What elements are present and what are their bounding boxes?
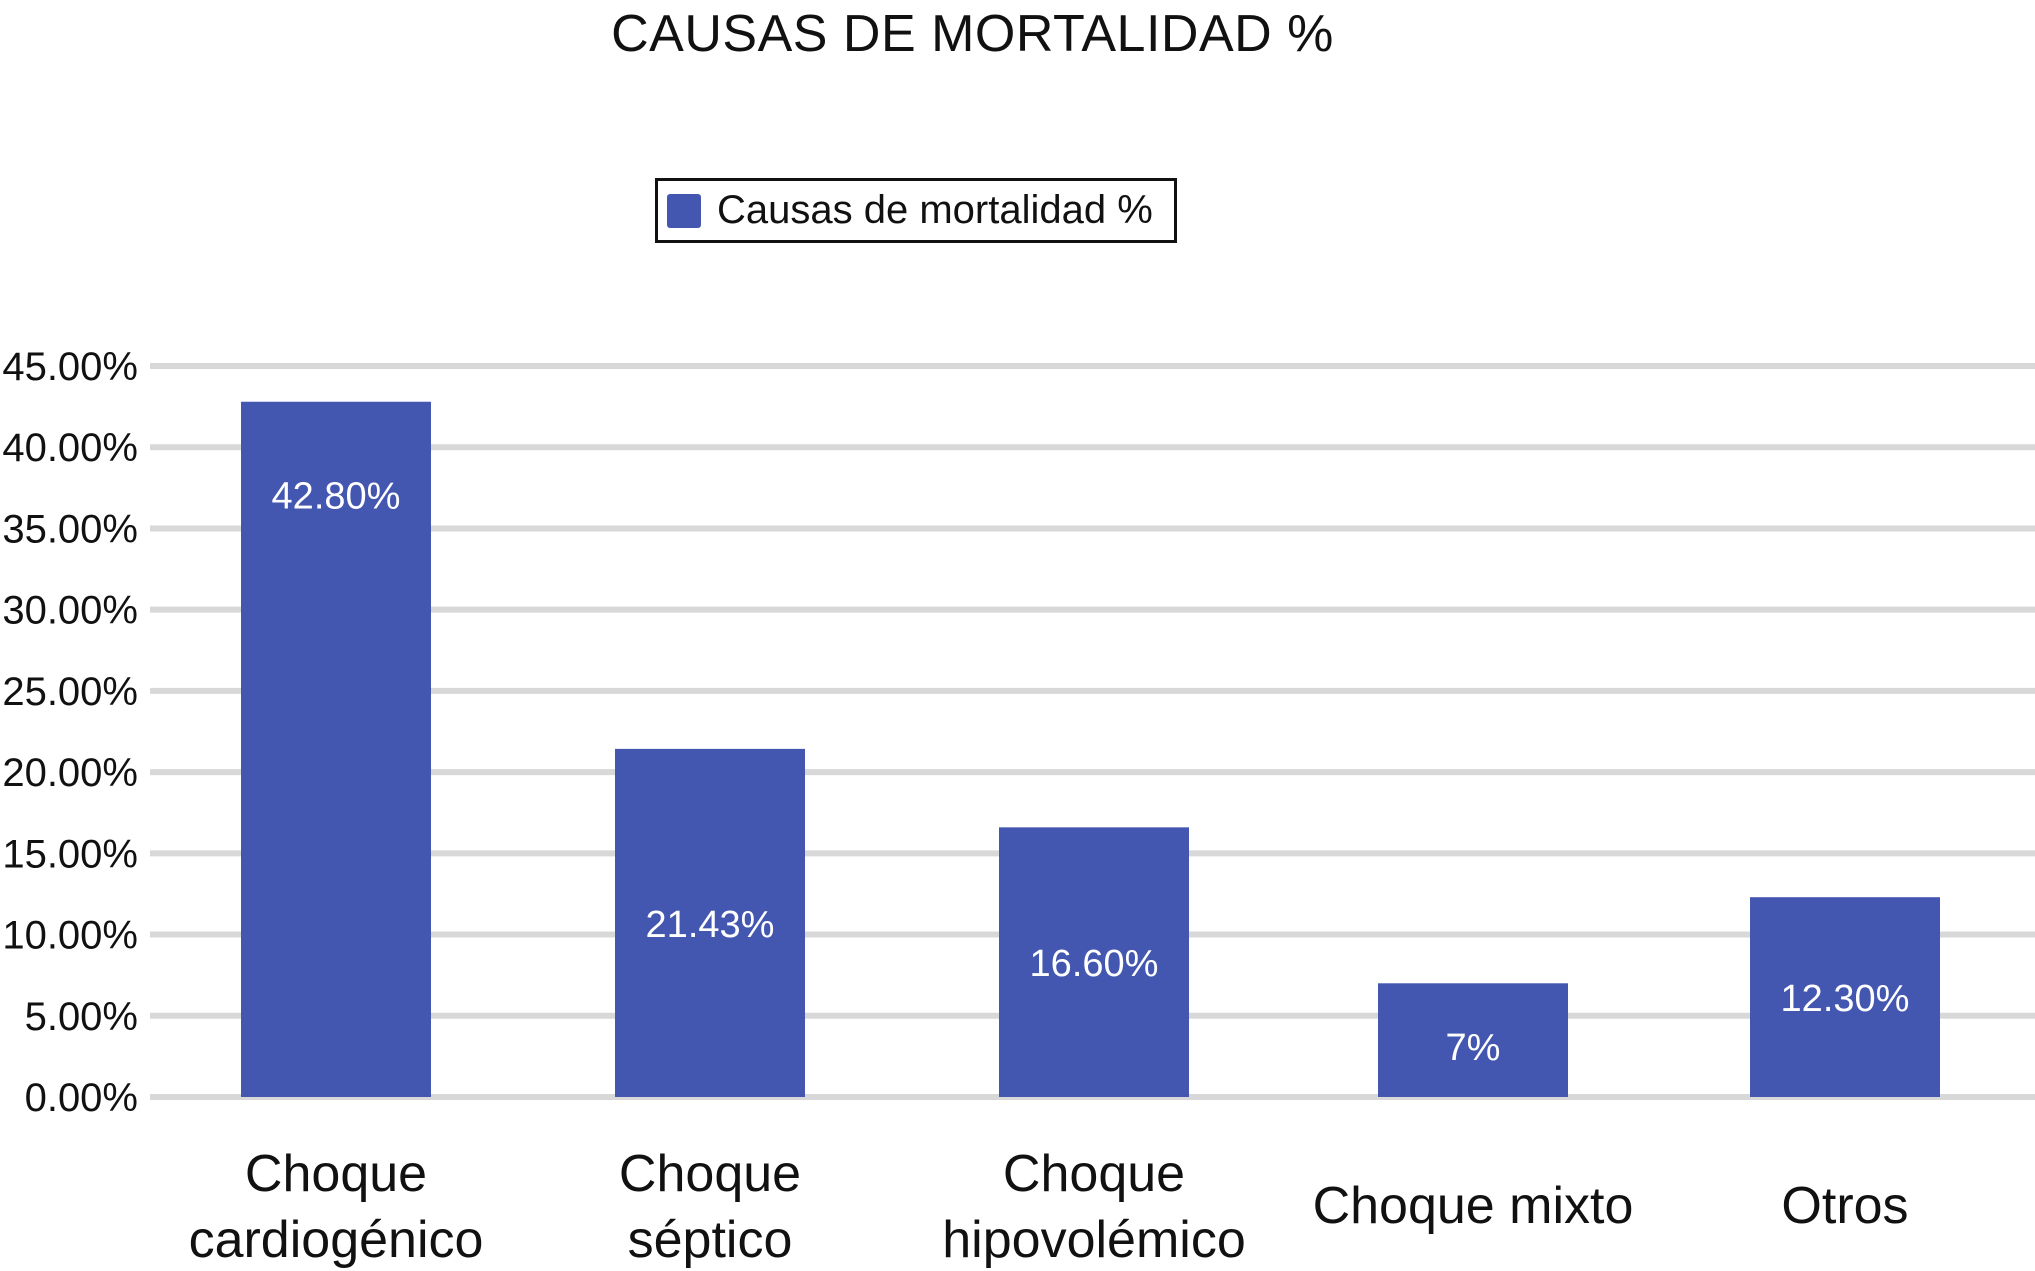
y-tick-label: 0.00% [25, 1076, 138, 1120]
data-label: 12.30% [1781, 978, 1910, 1020]
data-label: 42.80% [272, 476, 401, 518]
y-tick-label: 45.00% [2, 345, 138, 389]
y-tick-label: 35.00% [2, 507, 138, 551]
y-tick-label: 5.00% [25, 995, 138, 1039]
category-label: Choque [1003, 1145, 1185, 1203]
data-label: 21.43% [646, 904, 775, 946]
y-tick-label: 25.00% [2, 670, 138, 714]
legend-label: Causas de mortalidad % [717, 188, 1153, 232]
bar [1750, 897, 1940, 1097]
category-label: cardiogénico [189, 1211, 484, 1269]
data-label: 7% [1446, 1027, 1501, 1069]
y-tick-label: 10.00% [2, 914, 138, 958]
bar [999, 827, 1189, 1097]
bar [1378, 983, 1568, 1097]
category-label: Choque [619, 1145, 801, 1203]
y-tick-label: 40.00% [2, 426, 138, 470]
y-tick-label: 30.00% [2, 589, 138, 633]
category-label: hipovolémico [942, 1211, 1246, 1269]
y-tick-label: 15.00% [2, 832, 138, 876]
bar [615, 748, 805, 1097]
bar [241, 401, 431, 1097]
category-label: Choque mixto [1313, 1177, 1634, 1235]
chart-title: CAUSAS DE MORTALIDAD % [611, 5, 1334, 63]
data-label: 16.60% [1030, 943, 1159, 985]
category-label: Choque [245, 1145, 427, 1203]
legend-swatch [667, 193, 701, 228]
legend: Causas de mortalidad % [655, 178, 1177, 243]
category-label: séptico [628, 1211, 793, 1269]
y-tick-label: 20.00% [2, 751, 138, 795]
category-label: Otros [1781, 1177, 1908, 1235]
